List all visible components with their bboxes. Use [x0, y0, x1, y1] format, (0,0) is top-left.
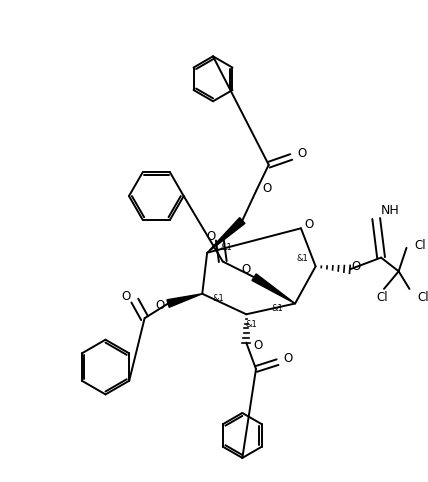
- Text: &1: &1: [212, 294, 224, 303]
- Text: Cl: Cl: [417, 291, 428, 304]
- Text: Cl: Cl: [414, 240, 426, 253]
- Text: O: O: [283, 352, 293, 365]
- Text: Cl: Cl: [376, 291, 388, 304]
- Text: O: O: [156, 299, 165, 312]
- Text: O: O: [253, 339, 262, 352]
- Text: O: O: [304, 218, 313, 231]
- Text: O: O: [206, 229, 216, 242]
- Text: &1: &1: [296, 254, 308, 263]
- Text: O: O: [263, 182, 272, 195]
- Text: O: O: [351, 260, 360, 273]
- Text: O: O: [242, 263, 251, 276]
- Text: &1: &1: [245, 320, 257, 329]
- Polygon shape: [207, 217, 245, 253]
- Text: NH: NH: [381, 204, 400, 217]
- Text: O: O: [297, 147, 306, 160]
- Text: O: O: [122, 290, 131, 303]
- Polygon shape: [167, 294, 202, 308]
- Polygon shape: [252, 274, 295, 304]
- Text: &1: &1: [272, 304, 283, 313]
- Text: &1: &1: [221, 243, 232, 253]
